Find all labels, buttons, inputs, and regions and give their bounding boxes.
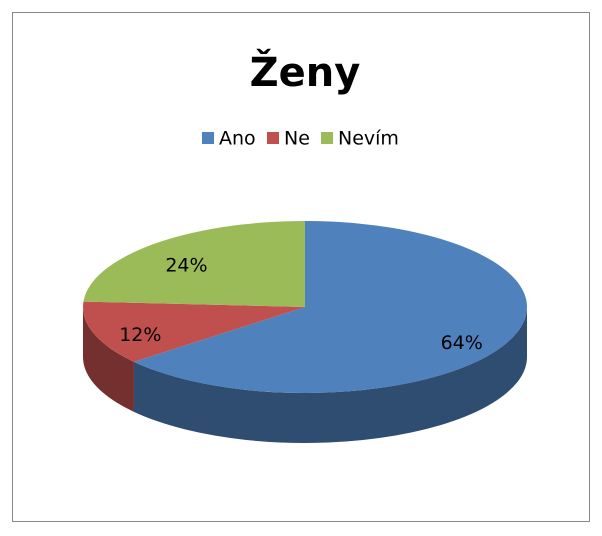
slice-side xyxy=(133,307,528,443)
slice xyxy=(83,301,305,362)
slice xyxy=(133,221,528,393)
data-label: 64% xyxy=(441,332,483,354)
legend-label: Ne xyxy=(284,128,310,150)
legend-label: Ano xyxy=(219,128,256,150)
data-label: 24% xyxy=(165,255,207,277)
legend-swatch xyxy=(202,132,214,144)
legend-swatch xyxy=(267,132,279,144)
chart-title: Ženy xyxy=(250,48,361,96)
slice-side xyxy=(83,307,134,412)
data-label: 12% xyxy=(119,324,161,346)
legend-label: Nevím xyxy=(338,128,399,150)
legend-swatch xyxy=(321,132,333,144)
slice xyxy=(83,221,305,307)
